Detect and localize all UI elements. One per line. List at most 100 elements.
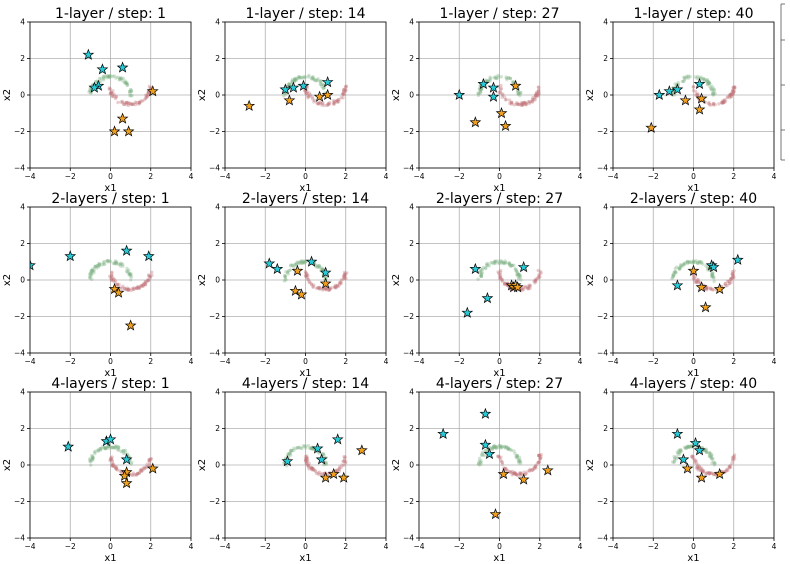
moon-point: [711, 288, 714, 291]
x-tick-label: 2: [537, 357, 542, 366]
plot-area: [462, 259, 543, 317]
moon-point: [125, 288, 128, 291]
moon-point: [137, 286, 140, 289]
x-tick-label: 2: [731, 542, 736, 551]
subplot-title: 1-layer / step: 27: [440, 6, 560, 22]
y-tick-label: 0: [409, 276, 414, 285]
moon-point: [674, 267, 677, 270]
y-tick-label: −2: [209, 497, 220, 506]
moon-point: [699, 261, 702, 264]
subplot-12: 4-layers / step: 40−4−4−2−2002244x1x2: [585, 376, 777, 564]
moon-point: [508, 264, 511, 267]
moon-point: [723, 101, 726, 104]
moon-point: [515, 473, 518, 476]
moon-point: [699, 76, 702, 79]
moon-point: [304, 271, 307, 274]
moon-point: [501, 278, 504, 281]
plot-area: [25, 246, 154, 330]
moon-point: [117, 448, 120, 451]
subplot-8: 2-layers / step: 40−4−4−2−2002244x1x2: [585, 191, 777, 379]
x-tick-label: 0: [691, 172, 696, 181]
y-axis-label: x2: [197, 459, 208, 471]
moon-point: [524, 286, 527, 289]
moon-point: [305, 274, 308, 277]
y-tick-label: −4: [597, 349, 608, 358]
moon-point: [712, 102, 715, 105]
y-axis-label: x2: [585, 89, 596, 101]
moon-point: [515, 273, 518, 276]
y-tick-label: 4: [215, 203, 220, 212]
y-tick-label: −2: [403, 312, 414, 321]
moon-point: [694, 90, 697, 93]
star-marker: [272, 264, 282, 273]
plot-area: [671, 429, 736, 482]
star-marker: [284, 95, 294, 104]
y-tick-label: 2: [603, 54, 608, 63]
moon-point: [524, 103, 527, 106]
y-tick-label: −2: [597, 312, 608, 321]
moon-point: [534, 277, 537, 280]
moon-point: [298, 75, 301, 78]
moon-point: [283, 274, 286, 277]
y-tick-label: 2: [215, 239, 220, 248]
moon-point: [108, 75, 111, 78]
x-tick-label: −4: [24, 172, 35, 181]
star-marker: [357, 445, 367, 454]
moon-point: [312, 76, 315, 79]
x-tick-label: −2: [454, 357, 465, 366]
subplot-title: 2-layers / step: 1: [51, 191, 169, 207]
y-tick-label: 4: [20, 203, 25, 212]
moon-point: [112, 464, 115, 467]
x-tick-label: −4: [24, 357, 35, 366]
y-tick-label: −4: [209, 164, 220, 173]
moon-point: [503, 259, 506, 262]
star-marker: [672, 280, 682, 289]
subplot-title: 2-layers / step: 27: [436, 191, 563, 207]
moon-point: [497, 272, 500, 275]
x-tick-label: −2: [65, 172, 76, 181]
y-axis-label: x2: [197, 89, 208, 101]
x-tick-label: 0: [691, 542, 696, 551]
x-tick-label: 2: [343, 357, 348, 366]
star-marker: [672, 429, 682, 438]
moon-point: [312, 283, 315, 286]
star-marker: [118, 114, 128, 123]
star-marker: [110, 126, 120, 135]
y-tick-label: −4: [14, 349, 25, 358]
y-tick-label: 4: [409, 388, 414, 397]
moon-point: [708, 82, 711, 85]
x-tick-label: 4: [189, 172, 194, 181]
moon-point: [307, 74, 310, 77]
moon-point: [344, 89, 347, 92]
moon-point: [507, 76, 510, 79]
y-tick-label: −2: [403, 127, 414, 136]
moon-point: [121, 101, 124, 104]
x-tick-label: −4: [413, 542, 424, 551]
y-tick-label: −2: [597, 497, 608, 506]
y-tick-label: 2: [409, 54, 414, 63]
y-tick-label: 4: [603, 388, 608, 397]
moon-point: [290, 449, 293, 452]
moon-point: [150, 271, 153, 274]
moon-point: [528, 284, 531, 287]
y-tick-label: 2: [409, 239, 414, 248]
moon-point: [673, 455, 676, 458]
star-marker: [438, 429, 448, 438]
moon-point: [342, 277, 345, 280]
star-marker: [323, 90, 333, 99]
moon-point: [115, 445, 118, 448]
x-tick-label: −2: [260, 542, 271, 551]
moon-point: [671, 460, 674, 463]
plot-area: [670, 255, 742, 312]
x-axis-label: x1: [299, 553, 311, 564]
x-tick-label: 0: [108, 542, 113, 551]
moon-point: [489, 261, 492, 264]
subplot-title: 4-layers / step: 27: [436, 376, 563, 392]
x-tick-label: 0: [303, 357, 308, 366]
moon-point: [501, 92, 504, 95]
moon-point: [304, 457, 307, 460]
moon-point: [335, 469, 338, 472]
x-tick-label: 4: [772, 542, 777, 551]
moon-point: [497, 261, 500, 264]
moon-point: [503, 445, 506, 448]
